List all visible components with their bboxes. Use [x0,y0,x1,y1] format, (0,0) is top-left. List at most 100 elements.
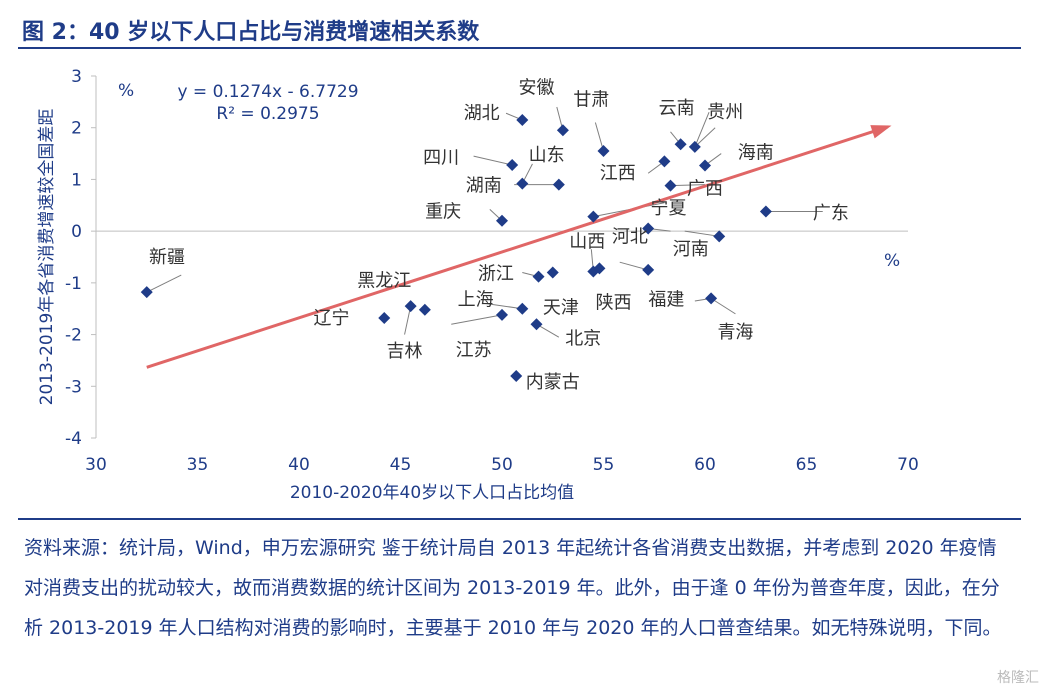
point-label: 广东 [813,203,849,224]
point-label: 四川 [423,148,459,169]
y-axis-title: 2013-2019年各省消费增速较全国差距 [37,109,57,406]
data-point [140,286,153,299]
y-unit-label: % [118,81,134,101]
data-point [642,222,655,235]
data-point [642,263,655,276]
data-point [674,138,687,151]
point-label: 湖南 [466,176,502,197]
data-point [404,300,417,313]
y-tick-label: 0 [71,222,82,242]
point-label: 重庆 [425,201,461,222]
data-point [597,144,610,157]
point-label: 安徽 [519,77,555,98]
axes: -4 -3 -2 -1 0 1 2 3 30 35 40 45 50 55 60 65 70 2010-2020年… [37,67,919,503]
leader-line [451,314,503,325]
data-point [593,262,606,275]
regression-equation: y = 0.1274x - 6.7729 [177,82,358,102]
leader-line [684,230,720,237]
data-point [556,124,569,137]
data-point [530,318,543,331]
data-point [664,179,677,192]
point-label: 江西 [600,163,636,184]
y-tick-label: -1 [65,274,82,294]
trend-arrowhead [870,125,892,139]
data-point [699,159,711,172]
x-unit-label: % [884,251,900,271]
data-point [546,266,559,279]
point-label: 云南 [659,98,695,119]
source-rule [18,518,1021,520]
y-tick-label: -3 [65,377,82,397]
x-tick-label: 65 [796,455,818,475]
point-label: 黑龙江 [357,270,411,291]
leader-line [594,122,604,152]
x-tick-label: 45 [390,455,412,475]
x-tick-label: 40 [288,455,310,475]
point-label: 上海 [458,289,494,310]
data-point [496,308,508,321]
point-label: 海南 [738,143,774,164]
point-label: 贵州 [707,102,743,123]
data-point [418,303,431,316]
point-label: 湖北 [464,103,500,124]
data-point [688,140,701,153]
data-point [759,205,772,218]
point-label: 河南 [673,239,709,260]
x-tick-label: 35 [187,455,209,475]
data-points [140,113,772,382]
x-tick-label: 70 [897,455,919,475]
point-label: 江苏 [456,340,492,361]
point-label: 福建 [648,289,684,310]
data-point [510,369,523,382]
point-label: 浙江 [478,264,514,285]
x-tick-label: 55 [593,455,615,475]
x-tick-label: 50 [491,455,513,475]
leader-line [473,155,513,166]
y-tick-label: 3 [71,67,82,87]
data-point [378,312,391,325]
x-tick-label: 60 [694,455,716,475]
point-label: 甘肃 [573,89,609,110]
leader-line [146,274,182,293]
data-point [705,292,718,305]
point-label: 吉林 [387,341,423,362]
point-label: 山西 [569,231,605,252]
data-point [496,214,508,227]
point-label: 辽宁 [313,308,349,329]
point-label: 天津 [543,298,579,319]
data-point [658,155,671,168]
data-point [516,113,529,126]
leader-line [694,127,716,148]
trend-line [146,125,889,369]
point-label: 陕西 [596,293,632,314]
r-squared: R² = 0.2975 [216,104,319,124]
data-point [532,270,545,283]
x-axis-title: 2010-2020年40岁以下人口占比均值 [290,483,574,503]
data-point [713,230,726,243]
y-tick-label: 2 [71,119,82,139]
figure-title: 图 2：40 岁以下人口占比与消费增速相关系数 [22,20,480,45]
point-label: 河北 [612,226,648,247]
data-point [516,177,529,190]
x-tick-label: 30 [85,455,107,475]
leader-line [694,112,710,148]
data-point [552,178,565,191]
point-label: 新疆 [149,247,185,268]
data-point [516,302,529,315]
leader-line [619,261,649,271]
leader-line [710,297,736,315]
y-tick-label: 1 [71,170,82,190]
point-label: 北京 [565,329,601,350]
scatter-chart: -4 -3 -2 -1 0 1 2 3 30 35 40 45 50 55 60 65 70 2010-2020年… [37,67,919,503]
leader-line [485,303,523,310]
y-tick-label: -2 [65,326,82,346]
data-point [587,210,600,223]
watermark: 格隆汇 [997,670,1039,686]
point-label: 宁夏 [650,198,686,219]
source-note: 资料来源：统计局，Wind，申万宏源研究 鉴于统计局自 2013 年起统计各省消… [24,537,1002,639]
point-label: 广西 [687,179,723,200]
trendline [146,125,892,369]
title-rule [18,47,1021,49]
